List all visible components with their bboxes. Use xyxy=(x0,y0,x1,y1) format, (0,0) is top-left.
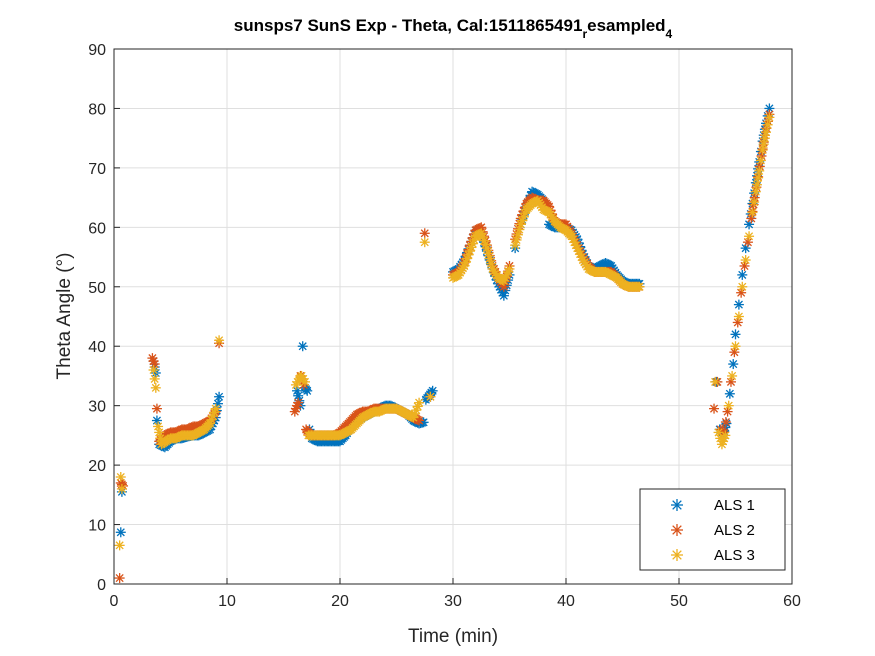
y-tick-label: 70 xyxy=(88,161,106,178)
y-tick-label: 50 xyxy=(88,280,106,297)
y-tick-label: 10 xyxy=(88,518,106,535)
x-tick-label: 40 xyxy=(557,593,575,610)
data-point xyxy=(214,391,225,402)
data-point xyxy=(747,207,758,218)
data-point xyxy=(727,370,738,381)
data-point xyxy=(737,281,748,292)
data-point xyxy=(115,527,126,538)
chart-title: sunsps7 SunS Exp - Theta, Cal:1511865491… xyxy=(234,16,673,41)
legend-label-als-3: ALS 3 xyxy=(714,547,755,564)
data-point xyxy=(751,179,762,190)
data-point xyxy=(297,341,308,352)
data-point xyxy=(733,299,744,310)
data-point xyxy=(730,341,741,352)
data-point xyxy=(504,263,515,274)
data-point xyxy=(425,391,436,402)
data-point xyxy=(414,397,425,408)
y-axis-label: Theta Angle (°) xyxy=(54,253,75,380)
y-tick-label: 60 xyxy=(88,220,106,237)
data-point xyxy=(411,405,422,416)
data-point xyxy=(419,237,430,248)
x-tick-label: 50 xyxy=(670,593,688,610)
data-point xyxy=(761,127,772,138)
y-tick-label: 80 xyxy=(88,101,106,118)
data-point xyxy=(149,373,160,384)
x-axis-ticks: 0 10 20 30 40 50 60 xyxy=(110,578,801,610)
data-point xyxy=(730,329,741,340)
x-tick-label: 0 xyxy=(110,593,119,610)
data-point xyxy=(210,403,221,414)
data-point xyxy=(723,400,734,411)
data-point xyxy=(151,403,162,414)
data-point xyxy=(148,365,159,375)
data-point xyxy=(634,281,645,292)
axes-box xyxy=(113,48,793,585)
data-markers xyxy=(114,103,775,584)
data-point xyxy=(114,573,125,584)
x-tick-label: 30 xyxy=(444,593,462,610)
data-point xyxy=(114,540,125,551)
data-point xyxy=(419,228,430,239)
data-point xyxy=(520,208,531,219)
data-point xyxy=(115,472,126,482)
data-point xyxy=(720,430,731,441)
data-point xyxy=(149,359,160,370)
y-tick-label: 40 xyxy=(88,339,106,356)
data-point xyxy=(755,155,766,166)
legend-marker xyxy=(671,499,683,511)
data-point xyxy=(764,112,775,123)
data-point xyxy=(750,186,761,197)
data-point xyxy=(293,390,304,401)
y-tick-label: 0 xyxy=(97,577,106,594)
data-point xyxy=(744,231,755,242)
data-point xyxy=(116,483,127,494)
legend-marker xyxy=(671,524,683,536)
title-subscript-1: r xyxy=(582,27,587,41)
y-tick-label: 30 xyxy=(88,399,106,416)
title-middle: esampled xyxy=(587,16,665,35)
data-point xyxy=(728,359,739,370)
data-point xyxy=(762,119,773,130)
data-point xyxy=(514,224,525,235)
legend-marker xyxy=(671,549,683,561)
x-tick-label: 60 xyxy=(783,593,801,610)
data-point xyxy=(299,376,310,387)
x-axis-label: Time (min) xyxy=(408,626,498,647)
y-tick-label: 90 xyxy=(88,42,106,59)
legend: ALS 1 ALS 2 ALS 3 xyxy=(639,488,786,571)
legend-box xyxy=(639,488,786,571)
data-point xyxy=(510,240,521,251)
y-tick-label: 20 xyxy=(88,458,106,475)
x-tick-label: 20 xyxy=(331,593,349,610)
data-point xyxy=(476,222,487,233)
data-point xyxy=(709,403,720,414)
data-point xyxy=(408,412,419,423)
data-point xyxy=(737,269,748,280)
legend-label-als-1: ALS 1 xyxy=(714,497,755,514)
data-point xyxy=(293,397,304,408)
data-point xyxy=(754,165,765,176)
data-point xyxy=(724,388,735,399)
data-point xyxy=(739,260,750,271)
title-subscript-2: 4 xyxy=(666,27,673,41)
x-tick-label: 10 xyxy=(218,593,236,610)
data-point xyxy=(710,376,721,387)
data-point xyxy=(150,382,161,393)
title-main: sunsps7 SunS Exp - Theta, Cal:1511865491 xyxy=(234,16,583,35)
data-point xyxy=(749,197,760,208)
data-point xyxy=(740,255,751,266)
data-point xyxy=(733,311,744,322)
data-point xyxy=(720,417,731,428)
data-point xyxy=(214,335,225,346)
data-point xyxy=(483,248,494,259)
legend-markers xyxy=(671,499,683,561)
legend-label-als-2: ALS 2 xyxy=(714,522,755,539)
y-axis-ticks: 0 10 20 30 40 50 60 70 80 90 xyxy=(88,42,120,594)
data-point xyxy=(753,172,764,183)
data-point xyxy=(764,103,775,114)
